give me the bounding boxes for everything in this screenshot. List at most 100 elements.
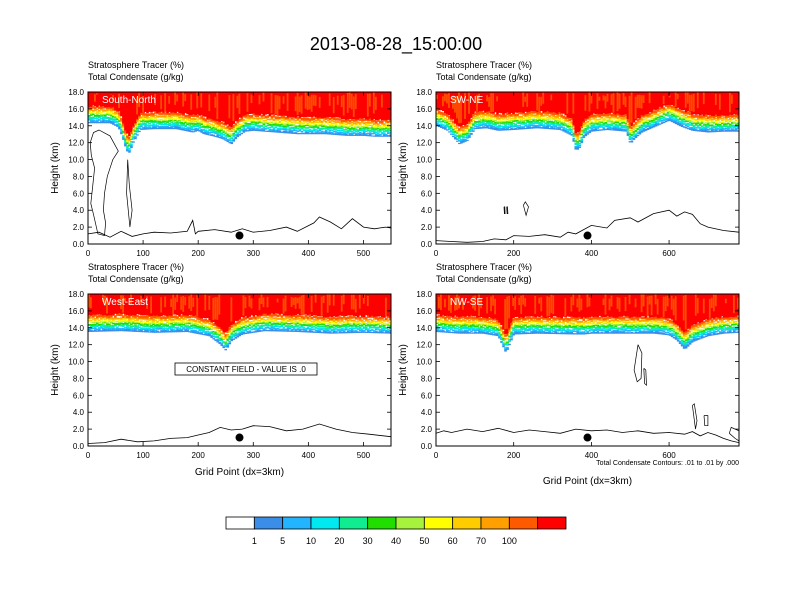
y-tick-label: 18.0 bbox=[416, 290, 432, 299]
field-label-condensate: Total Condensate (g/kg) bbox=[88, 274, 184, 284]
y-tick-label: 8.0 bbox=[421, 374, 433, 383]
constant-field-box bbox=[174, 362, 318, 376]
panel-label: South-North bbox=[102, 95, 156, 106]
figure-title: 2013-08-28_15:00:00 bbox=[310, 34, 482, 55]
y-tick-label: 16.0 bbox=[68, 307, 84, 316]
panel-nw-se: Stratosphere Tracer (%) Total Condensate … bbox=[398, 262, 740, 460]
y-tick-label: 2.0 bbox=[73, 223, 85, 232]
y-tick-label: 18.0 bbox=[68, 88, 84, 97]
colorbar: 1 5 10 20 30 40 50 60 70 100 bbox=[225, 516, 567, 546]
x-axis-label: Grid Point (dx=3km) bbox=[195, 467, 284, 478]
condensate-contour bbox=[523, 201, 529, 217]
y-tick-label: 2.0 bbox=[73, 425, 85, 434]
x-axis-label: Grid Point (dx=3km) bbox=[543, 476, 632, 487]
colorbar-label: 1 bbox=[252, 536, 257, 546]
y-tick-label: 14.0 bbox=[68, 324, 84, 333]
y-tick-label: 6.0 bbox=[421, 391, 433, 400]
constant-field-text: CONSTANT FIELD - VALUE IS .0 bbox=[186, 365, 306, 374]
x-tick-label: 400 bbox=[585, 249, 599, 258]
y-tick-label: 10.0 bbox=[416, 358, 432, 367]
panel-label: West-East bbox=[102, 297, 148, 308]
colorbar-label: 70 bbox=[476, 536, 486, 546]
colorbar-swatch bbox=[480, 516, 510, 530]
condensate-contour bbox=[633, 344, 643, 383]
y-axis-label: Height (km) bbox=[50, 142, 61, 194]
condensate-contour bbox=[503, 206, 506, 214]
terrain-line bbox=[436, 209, 739, 243]
y-tick-label: 18.0 bbox=[416, 88, 432, 97]
y-tick-label: 0.0 bbox=[73, 442, 85, 451]
y-tick-label: 10.0 bbox=[68, 358, 84, 367]
field-label-condensate: Total Condensate (g/kg) bbox=[436, 274, 532, 284]
colorbar-swatch bbox=[508, 516, 539, 530]
y-tick-label: 4.0 bbox=[73, 206, 85, 215]
location-marker bbox=[235, 231, 244, 240]
x-tick-label: 0 bbox=[434, 451, 439, 460]
x-tick-label: 0 bbox=[86, 451, 91, 460]
y-tick-label: 10.0 bbox=[68, 156, 84, 165]
y-tick-label: 18.0 bbox=[68, 290, 84, 299]
colorbar-swatch bbox=[282, 516, 312, 530]
terrain-line bbox=[88, 423, 391, 444]
terrain-line bbox=[88, 216, 391, 238]
y-tick-label: 8.0 bbox=[73, 374, 85, 383]
condensate-contour bbox=[506, 206, 509, 214]
y-tick-label: 4.0 bbox=[421, 206, 433, 215]
tracer-field bbox=[88, 92, 391, 238]
colorbar-swatch bbox=[253, 516, 284, 530]
y-tick-label: 4.0 bbox=[73, 408, 85, 417]
condensate-contour bbox=[728, 426, 739, 442]
y-tick-label: 12.0 bbox=[416, 341, 432, 350]
x-tick-label: 200 bbox=[192, 451, 206, 460]
condensate-contour bbox=[89, 129, 119, 237]
x-tick-label: 100 bbox=[136, 249, 150, 258]
colorbar-label: 60 bbox=[448, 536, 458, 546]
y-tick-label: 0.0 bbox=[421, 240, 433, 249]
colorbar-swatch bbox=[310, 516, 340, 530]
y-tick-label: 16.0 bbox=[416, 105, 432, 114]
y-axis-label: Height (km) bbox=[398, 142, 409, 194]
condensate-contour bbox=[126, 159, 133, 228]
x-tick-label: 200 bbox=[507, 451, 521, 460]
colorbar-label: 5 bbox=[280, 536, 285, 546]
location-marker bbox=[235, 433, 244, 442]
y-tick-label: 14.0 bbox=[68, 122, 84, 131]
field-label-condensate: Total Condensate (g/kg) bbox=[88, 72, 184, 82]
y-tick-label: 0.0 bbox=[73, 240, 85, 249]
x-tick-label: 600 bbox=[662, 451, 676, 460]
y-tick-label: 12.0 bbox=[68, 341, 84, 350]
field-label-tracer: Stratosphere Tracer (%) bbox=[436, 60, 532, 70]
colorbar-swatch bbox=[537, 516, 567, 530]
x-tick-label: 200 bbox=[192, 249, 206, 258]
x-tick-label: 400 bbox=[302, 249, 316, 258]
tracer-field bbox=[436, 294, 739, 443]
contour-note: Total Condensate Contours: .01 to .01 by… bbox=[596, 460, 739, 467]
colorbar-swatch bbox=[423, 516, 454, 530]
constant-field-note: CONSTANT FIELD - VALUE IS .0 bbox=[174, 362, 318, 376]
y-tick-label: 6.0 bbox=[73, 391, 85, 400]
y-tick-label: 16.0 bbox=[416, 307, 432, 316]
colorbar-label: 30 bbox=[363, 536, 373, 546]
y-tick-label: 8.0 bbox=[421, 172, 433, 181]
y-tick-label: 0.0 bbox=[421, 442, 433, 451]
plot-frame bbox=[87, 91, 392, 245]
colorbar-label: 20 bbox=[334, 536, 344, 546]
panel-sw-ne: Stratosphere Tracer (%) Total Condensate … bbox=[398, 60, 740, 258]
plot-frame bbox=[435, 293, 740, 447]
x-tick-label: 500 bbox=[357, 451, 371, 460]
panel-label: SW-NE bbox=[450, 95, 483, 106]
y-tick-label: 4.0 bbox=[421, 408, 433, 417]
panel-south-north: Stratosphere Tracer (%) Total Condensate … bbox=[50, 60, 392, 258]
plot-frame bbox=[87, 293, 392, 447]
y-tick-label: 14.0 bbox=[416, 324, 432, 333]
y-axis-label: Height (km) bbox=[398, 344, 409, 396]
colorbar-label: 50 bbox=[419, 536, 429, 546]
x-tick-label: 400 bbox=[585, 451, 599, 460]
colorbar-label: 10 bbox=[306, 536, 316, 546]
y-tick-label: 8.0 bbox=[73, 172, 85, 181]
panel-west-east: Stratosphere Tracer (%) Total Condensate … bbox=[50, 262, 392, 460]
colorbar-swatch bbox=[452, 516, 482, 530]
y-tick-label: 12.0 bbox=[68, 139, 84, 148]
colorbar-swatch bbox=[225, 516, 255, 530]
terrain-line bbox=[436, 427, 739, 443]
